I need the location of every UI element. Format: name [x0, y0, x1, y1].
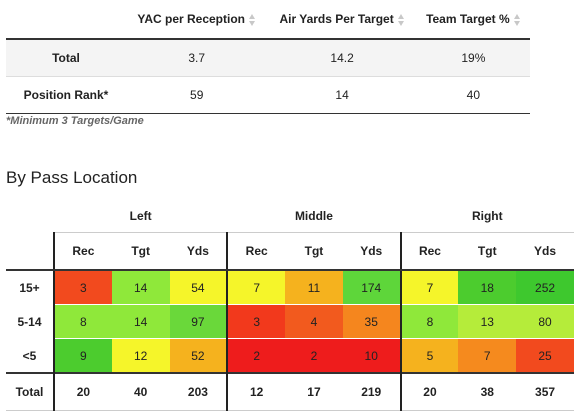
row-label: <5 [6, 338, 54, 374]
heatmap-cell: 252 [516, 270, 574, 305]
stats-table: YAC per Reception Air Yards Per Target T… [6, 0, 530, 114]
table-row: 15+ 3 14 54 7 11 174 7 18 252 [6, 270, 574, 305]
total-cell: 219 [342, 372, 401, 411]
heatmap-cell: 10 [342, 338, 401, 374]
sub-header: Yds [342, 232, 401, 271]
heatmap-cell: 5 [399, 338, 459, 374]
col-header-label: Air Yards Per Target [279, 12, 394, 26]
total-row: Total 20 40 203 12 17 219 20 38 357 [6, 372, 574, 411]
row-label: Total [6, 372, 54, 411]
total-cell: 17 [285, 372, 343, 411]
pass-location-table: Left Middle Right Rec Tgt Yds Rec Tgt Yd… [6, 200, 574, 411]
sub-header: Rec [53, 232, 112, 271]
heatmap-cell: 14 [111, 270, 170, 305]
table-row: Position Rank* 59 14 40 [6, 76, 530, 114]
heatmap-cell: 2 [226, 338, 286, 374]
sub-header: Rec [399, 232, 459, 271]
sub-header: Yds [169, 232, 228, 271]
table-row: Total 3.7 14.2 19% [6, 39, 530, 77]
total-cell: 12 [226, 372, 286, 411]
sub-header: Tgt [285, 232, 343, 271]
col-header-label: Team Target % [426, 12, 510, 26]
heatmap-cell: 14 [111, 304, 170, 339]
cell: 14.2 [267, 39, 417, 77]
row-label: 5-14 [6, 304, 54, 339]
col-header-yac[interactable]: YAC per Reception [126, 0, 268, 40]
sub-header: Tgt [458, 232, 517, 271]
cell: 14 [267, 76, 417, 114]
total-cell: 357 [516, 372, 574, 411]
heatmap-cell: 97 [169, 304, 228, 339]
heatmap-cell: 11 [285, 270, 343, 305]
row-label: Position Rank* [6, 76, 126, 114]
row-label: 15+ [6, 270, 54, 305]
heatmap-cell: 2 [285, 338, 343, 374]
heatmap-cell: 7 [458, 338, 517, 374]
heatmap-cell: 54 [169, 270, 228, 305]
col-header-label: YAC per Reception [137, 12, 246, 26]
heatmap-cell: 8 [399, 304, 459, 339]
heatmap-cell: 4 [285, 304, 343, 339]
total-cell: 20 [53, 372, 112, 411]
sub-header: Tgt [111, 232, 170, 271]
heatmap-cell: 18 [458, 270, 517, 305]
heatmap-cell: 9 [53, 338, 112, 374]
heatmap-cell: 8 [53, 304, 112, 339]
group-header-left: Left [129, 209, 152, 223]
col-header-air-yards[interactable]: Air Yards Per Target [267, 0, 417, 40]
heatmap-cell: 3 [226, 304, 286, 339]
cell: 3.7 [126, 39, 268, 77]
sub-header-row: Rec Tgt Yds Rec Tgt Yds Rec Tgt Yds [6, 232, 574, 271]
table-row: 5-14 8 14 97 3 4 35 8 13 80 [6, 304, 574, 339]
cell: 40 [416, 76, 530, 114]
total-cell: 203 [169, 372, 228, 411]
sub-header: Yds [516, 232, 574, 271]
sub-header: Rec [226, 232, 286, 271]
cell: 59 [126, 76, 268, 114]
corner [6, 200, 54, 233]
group-header-middle: Middle [294, 209, 333, 223]
total-cell: 40 [111, 372, 170, 411]
row-label: Total [6, 39, 126, 77]
section-title: By Pass Location [6, 168, 138, 187]
heatmap-cell: 35 [342, 304, 401, 339]
heatmap-cell: 174 [342, 270, 401, 305]
corner [6, 232, 54, 271]
col-header-team-target[interactable]: Team Target % [416, 0, 530, 40]
table-row: <5 9 12 52 2 2 10 5 7 25 [6, 338, 574, 374]
sort-icon[interactable] [249, 13, 256, 26]
total-cell: 20 [399, 372, 459, 411]
heatmap-cell: 52 [169, 338, 228, 374]
heatmap-cell: 3 [53, 270, 112, 305]
group-header-right: Right [471, 209, 503, 223]
heatmap-cell: 13 [458, 304, 517, 339]
sort-icon[interactable] [513, 13, 521, 26]
stats-header-row: YAC per Reception Air Yards Per Target T… [6, 0, 530, 40]
heatmap-cell: 7 [226, 270, 286, 305]
heatmap-cell: 25 [516, 338, 574, 374]
total-cell: 38 [458, 372, 517, 411]
group-header-row: Left Middle Right [6, 200, 574, 233]
footnote: *Minimum 3 Targets/Game [6, 115, 144, 127]
stats-corner [6, 0, 126, 40]
heatmap-cell: 12 [111, 338, 170, 374]
sort-icon[interactable] [397, 13, 405, 26]
cell: 19% [416, 39, 530, 77]
heatmap-cell: 7 [399, 270, 459, 305]
heatmap-cell: 80 [516, 304, 574, 339]
